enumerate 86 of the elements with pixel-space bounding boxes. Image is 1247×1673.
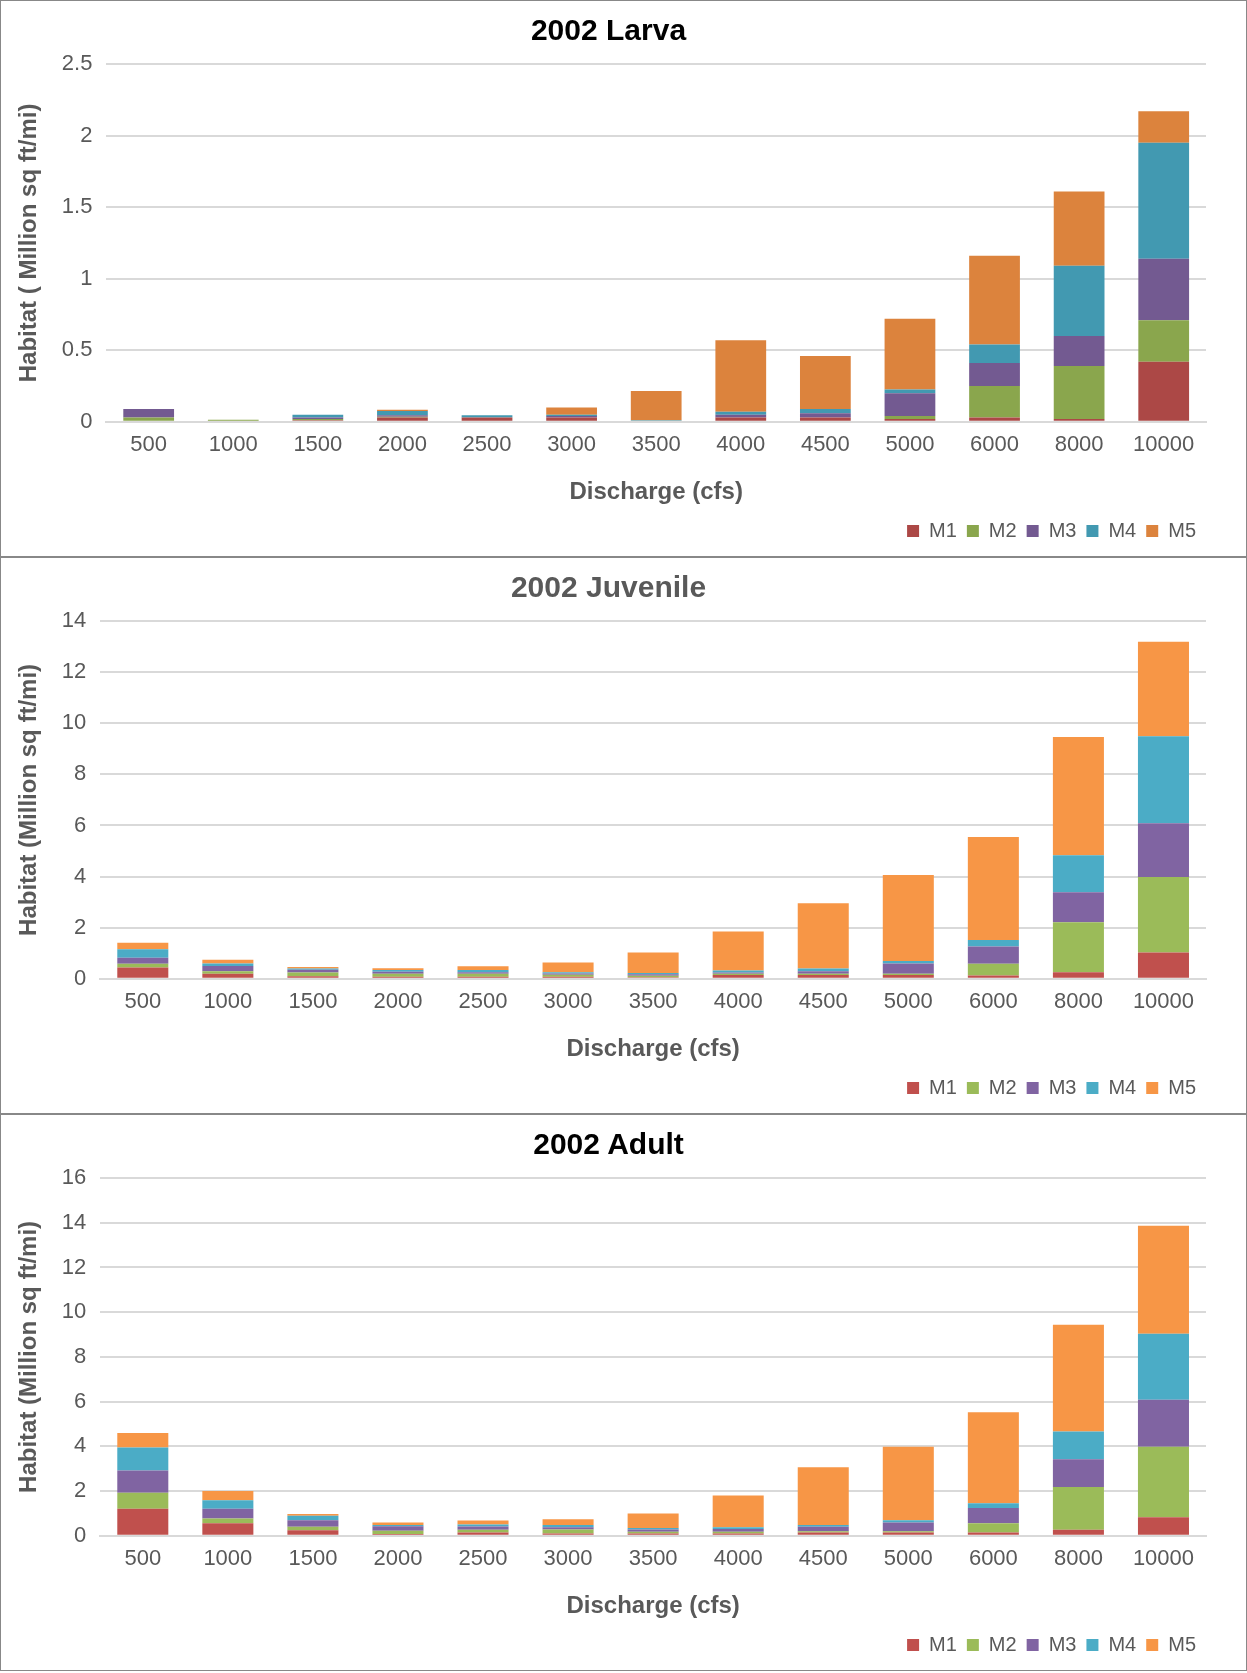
x-tick-label: 3500 xyxy=(628,1545,678,1571)
x-tick-label: 2500 xyxy=(462,431,512,457)
x-tick-label: 4000 xyxy=(713,988,763,1014)
y-tick-label: 8 xyxy=(74,760,87,786)
chart-title: 2002 Adult xyxy=(533,1127,684,1161)
x-axis-title: Discharge (cfs) xyxy=(566,1591,740,1619)
y-tick-label: 0 xyxy=(74,1521,87,1547)
legend-label: M3 xyxy=(1048,1075,1077,1098)
x-tick-label: 1500 xyxy=(288,1545,338,1571)
y-tick-label: 14 xyxy=(61,607,87,633)
y-tick-label: 1.5 xyxy=(61,193,93,219)
x-tick-label: 1000 xyxy=(203,1545,253,1571)
legend-label: M4 xyxy=(1108,1632,1137,1655)
y-tick-label: 4 xyxy=(74,1432,87,1458)
y-tick-label: 12 xyxy=(61,1253,87,1279)
x-tick-label: 2500 xyxy=(458,988,508,1014)
y-tick-label: 4 xyxy=(74,862,87,888)
legend-label: M5 xyxy=(1168,1075,1197,1098)
x-tick-label: 1500 xyxy=(293,431,343,457)
x-tick-label: 8000 xyxy=(1054,431,1104,457)
x-tick-label: 10000 xyxy=(1133,431,1195,457)
y-tick-label: 0 xyxy=(74,964,87,990)
y-tick-label: 1 xyxy=(80,264,93,290)
legend-label: M3 xyxy=(1048,518,1077,541)
chart-title: 2002 Larva xyxy=(530,13,687,47)
x-tick-label: 1000 xyxy=(208,431,258,457)
x-tick-label: 4500 xyxy=(798,988,848,1014)
legend-label: M1 xyxy=(929,1632,957,1655)
y-tick-label: 16 xyxy=(61,1164,87,1190)
x-tick-label: 3500 xyxy=(628,988,678,1014)
y-tick-label: 2 xyxy=(74,1477,87,1503)
y-tick-label: 6 xyxy=(74,811,87,837)
x-tick-label: 500 xyxy=(124,988,162,1014)
x-tick-label: 8000 xyxy=(1053,988,1103,1014)
x-tick-label: 10000 xyxy=(1132,1545,1195,1571)
x-tick-label: 500 xyxy=(130,431,168,457)
x-axis-title: Discharge (cfs) xyxy=(569,477,743,505)
x-tick-label: 3000 xyxy=(547,431,597,457)
x-tick-label: 8000 xyxy=(1053,1545,1103,1571)
legend-label: M1 xyxy=(929,518,957,541)
x-tick-label: 5000 xyxy=(883,988,933,1014)
y-tick-label: 0 xyxy=(80,407,93,433)
x-tick-label: 4000 xyxy=(713,1545,763,1571)
legend-label: M4 xyxy=(1108,518,1137,541)
legend-label: M5 xyxy=(1168,518,1197,541)
legend-label: M2 xyxy=(988,1632,1017,1655)
legend-label: M4 xyxy=(1108,1075,1137,1098)
y-tick-label: 0.5 xyxy=(61,336,93,362)
x-tick-label: 1000 xyxy=(203,988,253,1014)
x-tick-label: 3000 xyxy=(543,1545,593,1571)
x-tick-label: 4000 xyxy=(716,431,766,457)
y-tick-label: 6 xyxy=(74,1387,87,1413)
x-tick-label: 4500 xyxy=(798,1545,848,1571)
x-tick-label: 5000 xyxy=(885,431,935,457)
x-tick-label: 3000 xyxy=(543,988,593,1014)
legend-label: M5 xyxy=(1168,1632,1197,1655)
chart-title: 2002 Juvenile xyxy=(510,570,707,604)
y-tick-label: 8 xyxy=(74,1342,87,1368)
x-tick-label: 2000 xyxy=(373,1545,423,1571)
y-tick-label: 10 xyxy=(61,1298,87,1324)
x-tick-label: 1500 xyxy=(288,988,338,1014)
y-tick-label: 2.5 xyxy=(61,50,93,76)
y-axis-title: Habitat (Million sq ft/mi) xyxy=(14,663,42,936)
y-axis-title: Habitat (Million sq ft/mi) xyxy=(14,1220,42,1493)
x-tick-label: 10000 xyxy=(1132,988,1195,1014)
x-axis-title: Discharge (cfs) xyxy=(566,1034,740,1062)
legend-label: M2 xyxy=(988,1075,1017,1098)
x-tick-label: 2500 xyxy=(458,1545,508,1571)
y-axis-title: Habitat ( Million sq ft/mi) xyxy=(14,103,42,383)
x-tick-label: 6000 xyxy=(970,431,1020,457)
x-tick-label: 3500 xyxy=(631,431,681,457)
y-tick-label: 2 xyxy=(80,121,93,147)
y-tick-label: 14 xyxy=(61,1208,87,1234)
legend-label: M1 xyxy=(929,1075,957,1098)
x-tick-label: 6000 xyxy=(968,1545,1018,1571)
x-tick-label: 500 xyxy=(124,1545,162,1571)
y-tick-label: 10 xyxy=(61,709,87,735)
x-tick-label: 2000 xyxy=(377,431,427,457)
x-tick-label: 2000 xyxy=(373,988,423,1014)
x-tick-label: 6000 xyxy=(968,988,1018,1014)
y-tick-label: 12 xyxy=(61,658,87,684)
legend-label: M2 xyxy=(988,518,1017,541)
y-tick-label: 2 xyxy=(74,913,87,939)
x-tick-label: 4500 xyxy=(800,431,850,457)
legend-label: M3 xyxy=(1048,1632,1077,1655)
x-tick-label: 5000 xyxy=(883,1545,933,1571)
